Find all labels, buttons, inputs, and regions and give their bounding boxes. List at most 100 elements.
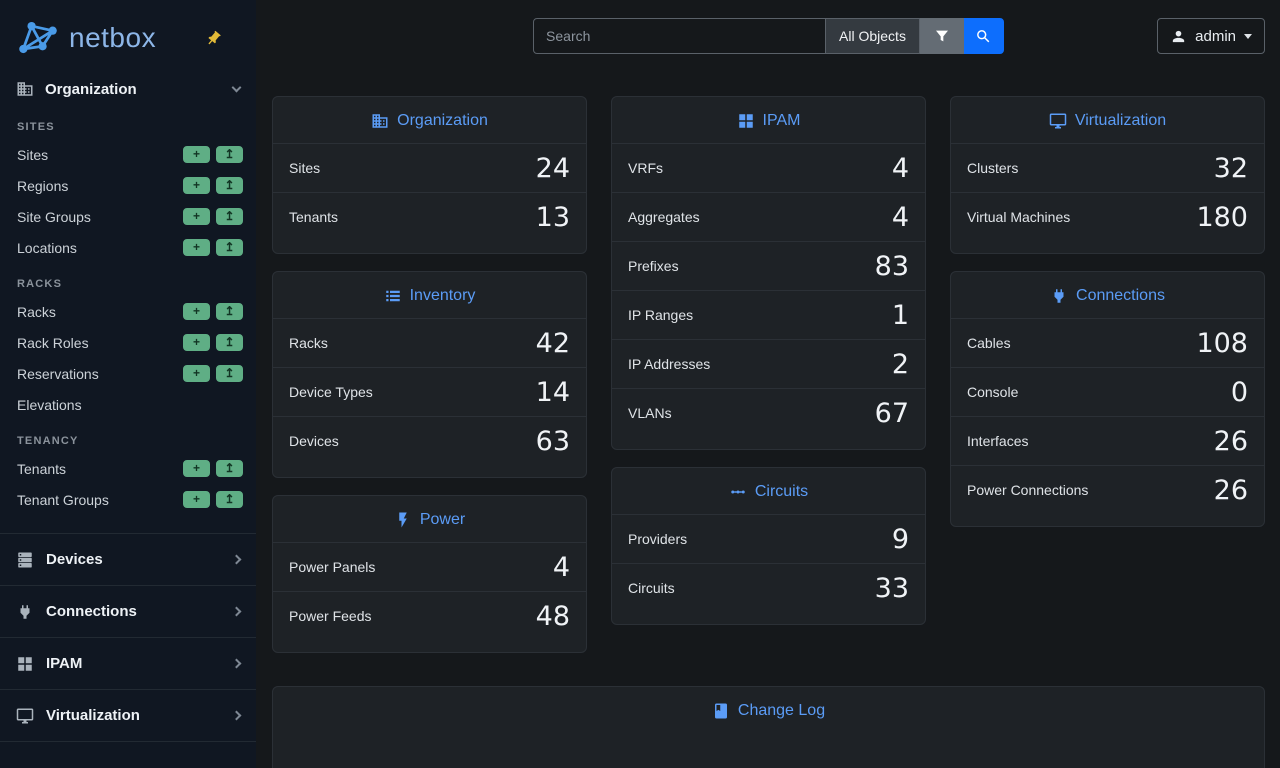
stat-row: Tenants 13	[273, 192, 586, 241]
import-icon[interactable]: ↥	[216, 460, 243, 477]
add-icon[interactable]: +	[183, 208, 210, 225]
card-title-text: Change Log	[737, 702, 826, 719]
add-icon[interactable]: +	[183, 239, 210, 256]
netbox-logo-icon[interactable]	[16, 18, 60, 58]
sidebar-item-reservations[interactable]: Reservations + ↥	[0, 358, 256, 389]
sidebar-item-tenant-groups[interactable]: Tenant Groups + ↥	[0, 484, 256, 515]
sidebar-item-label[interactable]: Locations	[17, 239, 77, 256]
list-icon	[384, 287, 402, 305]
stat-label[interactable]: Power Connections	[967, 482, 1089, 498]
add-icon[interactable]: +	[183, 491, 210, 508]
sidebar-section-label: IPAM	[46, 655, 83, 672]
dashboard-column-3: Virtualization Clusters 32 Virtual Machi…	[950, 96, 1265, 653]
stat-label[interactable]: Devices	[289, 433, 339, 449]
add-icon[interactable]: +	[183, 146, 210, 163]
stat-label[interactable]: Interfaces	[967, 433, 1029, 449]
sidebar-item-elevations[interactable]: Elevations	[0, 389, 256, 420]
sidebar-item-label[interactable]: Tenants	[17, 460, 67, 477]
server-icon	[16, 551, 34, 569]
sidebar-item-label[interactable]: Tenant Groups	[17, 491, 109, 508]
sidebar-item-label[interactable]: Rack Roles	[17, 334, 89, 351]
sidebar-item-connections[interactable]: Connections	[0, 585, 256, 637]
card-title-text: Virtualization	[1074, 112, 1167, 129]
card-title: Change Log	[273, 687, 1264, 733]
stat-row: Interfaces 26	[951, 416, 1264, 465]
sidebar-section-label: Connections	[46, 603, 137, 620]
card-title: Organization	[273, 97, 586, 143]
search-input[interactable]	[533, 18, 827, 54]
card-circuits: Circuits Providers 9 Circuits 33	[611, 467, 926, 625]
sidebar-item-ipam[interactable]: IPAM	[0, 637, 256, 689]
add-icon[interactable]: +	[183, 365, 210, 382]
stat-label[interactable]: Cables	[967, 335, 1011, 351]
sidebar-item-racks[interactable]: Racks + ↥	[0, 296, 256, 327]
import-icon[interactable]: ↥	[216, 491, 243, 508]
import-icon[interactable]: ↥	[216, 146, 243, 163]
building-icon	[371, 112, 389, 130]
stat-label[interactable]: Virtual Machines	[967, 209, 1071, 225]
sidebar-item-label[interactable]: Sites	[17, 146, 49, 163]
sidebar-item-virtualization[interactable]: Virtualization	[0, 689, 256, 741]
sidebar-item-label[interactable]: Reservations	[17, 365, 99, 382]
sidebar-item-label[interactable]: Racks	[17, 303, 56, 320]
sidebar-item-locations[interactable]: Locations + ↥	[0, 232, 256, 263]
sidebar-item-label[interactable]: Regions	[17, 177, 69, 194]
filter-button[interactable]	[919, 18, 964, 54]
sidebar-item-organization[interactable]: Organization	[0, 72, 256, 106]
import-icon[interactable]: ↥	[216, 239, 243, 256]
stat-row: Clusters 32	[951, 143, 1264, 192]
stat-label[interactable]: VRFs	[628, 160, 663, 176]
add-icon[interactable]: +	[183, 460, 210, 477]
stat-label[interactable]: Racks	[289, 335, 328, 351]
sidebar-item-rack-roles[interactable]: Rack Roles + ↥	[0, 327, 256, 358]
stat-value: 24	[535, 152, 570, 184]
sidebar-item-label[interactable]: Elevations	[17, 396, 82, 413]
sidebar-organization-label: Organization	[45, 80, 137, 98]
card-title-text: IPAM	[762, 112, 801, 129]
stat-label[interactable]: IP Ranges	[628, 307, 694, 323]
stat-label[interactable]: Console	[967, 384, 1019, 400]
stat-label[interactable]: Providers	[628, 531, 688, 547]
cable-icon	[16, 603, 34, 621]
search-submit-button[interactable]	[963, 18, 1004, 54]
card-connections: Connections Cables 108 Console 0 Interfa…	[950, 271, 1265, 527]
user-menu-button[interactable]: admin	[1157, 18, 1265, 54]
sidebar: netbox Organization SITES Sites + ↥ Regi…	[0, 0, 256, 768]
stat-label[interactable]: Clusters	[967, 160, 1019, 176]
stat-label[interactable]: Power Panels	[289, 559, 376, 575]
stat-label[interactable]: Aggregates	[628, 209, 700, 225]
stat-label[interactable]: Circuits	[628, 580, 675, 596]
add-icon[interactable]: +	[183, 334, 210, 351]
stat-value: 108	[1196, 327, 1248, 359]
stat-label[interactable]: Tenants	[289, 209, 339, 225]
pin-sidebar-button[interactable]	[205, 30, 222, 47]
sidebar-item-tenants[interactable]: Tenants + ↥	[0, 453, 256, 484]
sidebar-item-sites[interactable]: Sites + ↥	[0, 139, 256, 170]
stat-row: Aggregates 4	[612, 192, 925, 241]
import-icon[interactable]: ↥	[216, 334, 243, 351]
stat-label[interactable]: Sites	[289, 160, 321, 176]
add-icon[interactable]: +	[183, 177, 210, 194]
import-icon[interactable]: ↥	[216, 177, 243, 194]
stat-value: 4	[891, 201, 909, 233]
stat-row: Racks 42	[273, 318, 586, 367]
stat-label[interactable]: VLANs	[628, 405, 672, 421]
add-icon[interactable]: +	[183, 303, 210, 320]
import-icon[interactable]: ↥	[216, 208, 243, 225]
sidebar-item-devices[interactable]: Devices	[0, 533, 256, 585]
stat-label[interactable]: Device Types	[289, 384, 373, 400]
stat-label[interactable]: Power Feeds	[289, 608, 372, 624]
sidebar-item-label[interactable]: Site Groups	[17, 208, 91, 225]
import-icon[interactable]: ↥	[216, 303, 243, 320]
sidebar-item-site-groups[interactable]: Site Groups + ↥	[0, 201, 256, 232]
sidebar-item-regions[interactable]: Regions + ↥	[0, 170, 256, 201]
brand-wordmark[interactable]: netbox	[69, 22, 157, 53]
transit-icon	[729, 483, 747, 501]
search-scope-button[interactable]: All Objects	[826, 18, 920, 54]
stat-label[interactable]: Prefixes	[628, 258, 679, 274]
main-area: All Objects admin	[256, 0, 1280, 768]
import-icon[interactable]: ↥	[216, 365, 243, 382]
counter-icon	[737, 112, 755, 130]
stat-label[interactable]: IP Addresses	[628, 356, 711, 372]
chevron-right-icon	[231, 554, 242, 565]
